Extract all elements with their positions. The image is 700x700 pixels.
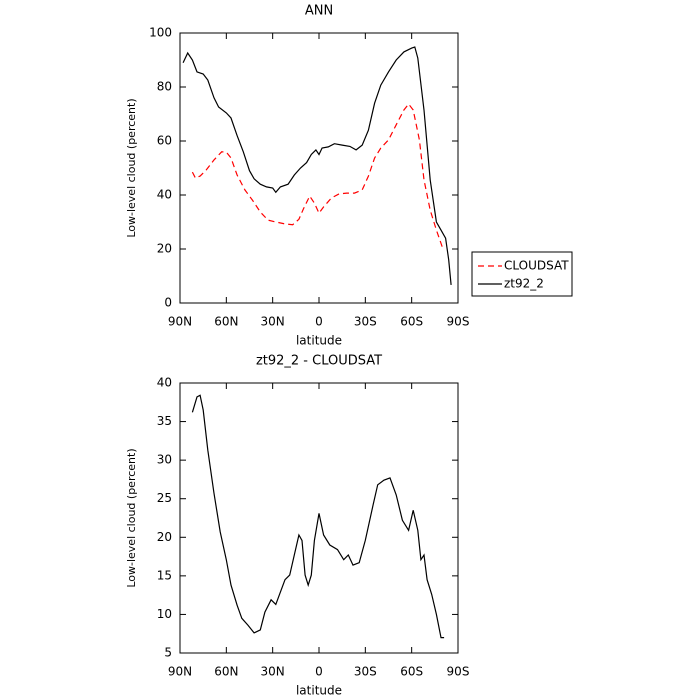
y-tick-label: 30 (157, 453, 172, 467)
chart-title: zt92_2 - CLOUDSAT (256, 354, 382, 369)
x-tick-label: 30N (261, 315, 285, 329)
x-tick-label: 30S (354, 665, 377, 679)
x-tick-label: 60S (400, 315, 423, 329)
legend-label: CLOUDSAT (504, 259, 569, 273)
x-tick-label: 60S (400, 665, 423, 679)
y-tick-label: 5 (164, 646, 172, 660)
y-axis-label: Low-level cloud (percent) (125, 448, 138, 587)
x-axis-label: latitude (296, 334, 342, 348)
y-tick-label: 60 (157, 134, 172, 148)
x-tick-label: 90N (168, 665, 192, 679)
x-axis-label: latitude (296, 684, 342, 698)
y-tick-label: 10 (157, 607, 172, 621)
y-tick-label: 35 (157, 414, 172, 428)
y-tick-label: 15 (157, 568, 172, 582)
data-line (191, 103, 444, 249)
x-tick-label: 0 (315, 665, 323, 679)
y-tick-label: 20 (157, 242, 172, 256)
legend-label: zt92_2 (504, 277, 544, 291)
plot-frame (179, 32, 459, 304)
y-tick-label: 100 (149, 26, 172, 40)
y-tick-label: 0 (164, 296, 172, 310)
x-tick-label: 60N (214, 315, 238, 329)
chart-title: ANN (305, 4, 333, 19)
x-tick-label: 90N (168, 315, 192, 329)
x-tick-label: 90S (447, 315, 470, 329)
y-tick-label: 40 (157, 188, 172, 202)
x-tick-label: 90S (447, 665, 470, 679)
y-axis-label: Low-level cloud (percent) (125, 98, 138, 237)
x-tick-label: 60N (214, 665, 238, 679)
plot-frame (179, 382, 459, 654)
y-tick-label: 40 (157, 376, 172, 390)
x-tick-label: 30N (261, 665, 285, 679)
y-tick-label: 25 (157, 491, 172, 505)
legend-box (471, 251, 573, 297)
y-tick-label: 80 (157, 80, 172, 94)
x-tick-label: 30S (354, 315, 377, 329)
y-tick-label: 20 (157, 530, 172, 544)
x-tick-label: 0 (315, 315, 323, 329)
data-line (182, 46, 452, 285)
data-line (191, 394, 445, 639)
